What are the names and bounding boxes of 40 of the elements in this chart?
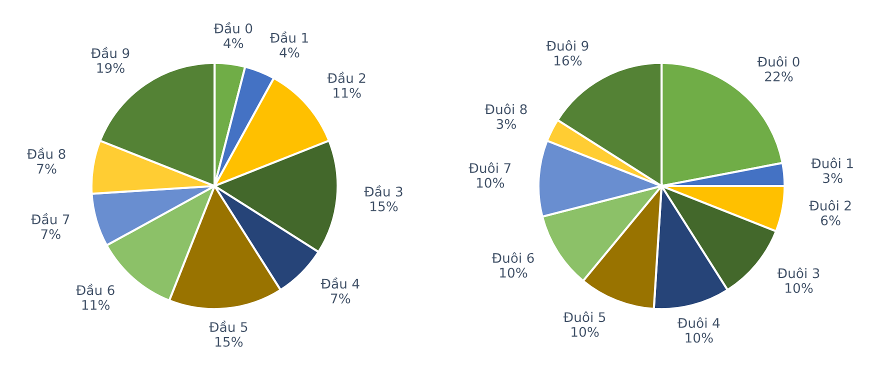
data-label: 19% bbox=[97, 62, 124, 73]
slice-label: Đuôi 1 bbox=[811, 158, 853, 168]
slice-label: Đuôi 4 bbox=[678, 317, 720, 328]
slice-label: Đuôi 2 bbox=[809, 200, 851, 211]
slice-label: Đầu 9 bbox=[90, 46, 130, 58]
data-label: 15% bbox=[370, 201, 398, 212]
slice-label: Đầu 3 bbox=[364, 185, 402, 197]
slice-label: Đầu 0 bbox=[214, 22, 252, 34]
slice-label: Đầu 7 bbox=[31, 213, 70, 224]
data-label: 4% bbox=[224, 38, 244, 48]
data-label: 10% bbox=[500, 268, 528, 278]
data-label: 22% bbox=[765, 71, 793, 82]
slice-label: Đầu 4 bbox=[320, 277, 360, 289]
slice-label: Đuôi 9 bbox=[546, 40, 588, 51]
slice-label: Đuôi 7 bbox=[468, 162, 510, 174]
data-label: 11% bbox=[82, 300, 110, 310]
data-label: 10% bbox=[476, 178, 504, 188]
data-label: 15% bbox=[215, 336, 243, 347]
slice-label: Đuôi 0 bbox=[757, 56, 800, 67]
slice-label: Đầu 8 bbox=[26, 148, 66, 159]
data-label: 3% bbox=[496, 119, 516, 130]
data-label: 16% bbox=[554, 56, 582, 66]
data-label: 7% bbox=[37, 164, 56, 174]
slice-label: Đầu 2 bbox=[327, 72, 366, 84]
data-label: 10% bbox=[572, 326, 599, 337]
data-label: 4% bbox=[280, 48, 300, 58]
data-label: 11% bbox=[334, 88, 361, 98]
data-label: 10% bbox=[786, 283, 813, 293]
data-label: 10% bbox=[686, 332, 713, 343]
data-label: 6% bbox=[821, 215, 840, 226]
data-label: 3% bbox=[823, 173, 842, 184]
slice-label: Đuôi 6 bbox=[492, 252, 534, 263]
data-label: 7% bbox=[331, 293, 350, 304]
slice-label: Đuôi 5 bbox=[563, 311, 606, 322]
slice-label: Đầu 6 bbox=[76, 284, 114, 296]
data-label: 7% bbox=[41, 229, 60, 240]
slice-label: Đầu 1 bbox=[270, 31, 308, 43]
slice-label: Đuôi 3 bbox=[777, 267, 820, 278]
slice-label: Đuôi 8 bbox=[484, 103, 527, 114]
slice-label: Đầu 5 bbox=[209, 320, 248, 332]
